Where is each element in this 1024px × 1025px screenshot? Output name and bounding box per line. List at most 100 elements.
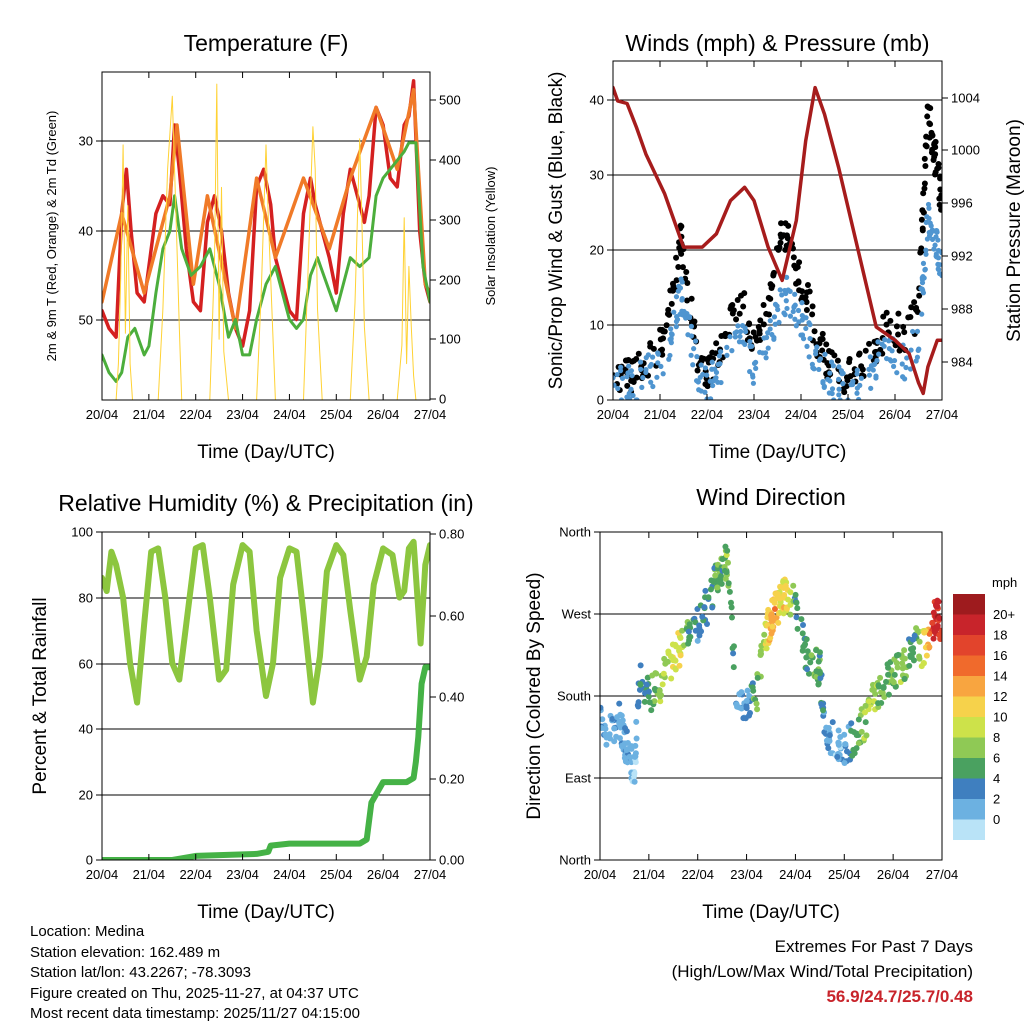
direction-point [803, 654, 810, 661]
direction-point [633, 735, 640, 742]
sonic-prop-wind-point [650, 383, 656, 390]
direction-point [787, 611, 794, 618]
sonic-prop-wind-point [856, 396, 862, 400]
gust-point [666, 311, 673, 318]
sonic-prop-wind-point [628, 386, 634, 392]
rh-xtick-label: 22/04 [179, 867, 212, 882]
colorbar-swatch [953, 696, 985, 717]
direction-point [921, 629, 928, 636]
colorbar-label: 10 [993, 710, 1007, 725]
sonic-prop-wind-point [804, 343, 810, 349]
direction-point [794, 605, 801, 612]
sonic-prop-wind-point [923, 251, 929, 257]
direction-point [817, 675, 824, 682]
sonic-prop-wind-point [640, 375, 646, 381]
sonic-prop-wind-point [747, 368, 753, 375]
direction-point [619, 717, 626, 724]
gust-point [628, 377, 635, 384]
wind-ylabel: Sonic/Prop Wind & Gust (Blue, Black) [546, 72, 567, 390]
sonic-prop-wind-point [763, 355, 769, 361]
dir-ytick-label: East [565, 771, 591, 786]
gust-point [673, 277, 680, 284]
direction-point [782, 583, 789, 590]
direction-point [825, 745, 832, 752]
direction-point [617, 711, 624, 718]
gust-point [756, 327, 763, 334]
sonic-prop-wind-point [613, 375, 616, 381]
direction-point [884, 661, 891, 668]
temp-data [102, 79, 430, 400]
sonic-prop-wind-point [914, 328, 921, 334]
gust-point [935, 164, 942, 171]
sonic-prop-wind-point [787, 313, 794, 319]
rh-xtick-label: 25/04 [320, 867, 353, 882]
wind-y2tick-label: 984 [951, 355, 973, 370]
sonic-prop-wind-point [680, 312, 686, 318]
direction-point [775, 619, 782, 626]
gust-point [694, 367, 701, 374]
direction-point [934, 622, 941, 629]
sonic-prop-wind-point [811, 366, 817, 372]
gust-point [796, 259, 803, 266]
sonic-prop-wind-point [692, 338, 699, 344]
colorbar-swatch [953, 614, 985, 635]
sonic-prop-wind-point [753, 365, 759, 371]
sonic-prop-wind-point [732, 330, 738, 336]
direction-point [923, 652, 930, 659]
direction-point [665, 650, 672, 657]
direction-point [800, 621, 807, 628]
direction-point [679, 627, 686, 634]
rh-xtick-label: 20/04 [86, 867, 119, 882]
direction-point [808, 652, 815, 659]
sonic-prop-wind-point [921, 275, 927, 281]
sonic-prop-wind-point [840, 381, 846, 387]
gust-point [730, 307, 737, 314]
sonic-prop-wind-point [839, 371, 845, 377]
wind-ytick-label: 10 [590, 318, 604, 333]
dir-ytick-label: North [559, 525, 591, 540]
gust-point [926, 120, 933, 127]
dir-xtick-label: 21/04 [633, 867, 666, 882]
gust-point [931, 154, 938, 161]
sonic-prop-wind-point [784, 274, 790, 280]
gust-point [834, 357, 841, 364]
temp-xtick-label: 24/04 [273, 407, 306, 422]
gust-point [765, 311, 772, 318]
rh-xtick-label: 21/04 [133, 867, 166, 882]
sonic-prop-wind-point [782, 312, 788, 318]
direction-point [899, 660, 906, 667]
sonic-prop-wind-point [925, 201, 932, 208]
direction-point [600, 704, 604, 711]
sonic-prop-wind-point [807, 322, 813, 328]
sonic-prop-wind-point [742, 329, 749, 335]
gust-point [819, 347, 826, 354]
gust-point [920, 209, 927, 216]
direction-point [862, 702, 869, 709]
gust-point [657, 336, 664, 343]
dir-title: Wind Direction [696, 484, 846, 510]
direction-point [657, 698, 664, 705]
sonic-prop-wind-point [764, 334, 770, 341]
sonic-prop-wind-point [679, 297, 685, 303]
direction-point [926, 643, 933, 650]
colorbar-swatch [953, 655, 985, 676]
direction-point [633, 718, 640, 725]
sonic-prop-wind-point [742, 341, 748, 347]
direction-point [829, 719, 836, 726]
direction-point [901, 675, 908, 682]
direction-point [804, 648, 811, 655]
rh-xlabel: Time (Day/UTC) [197, 902, 335, 923]
sonic-prop-wind-point [715, 361, 721, 368]
gust-point [785, 222, 792, 229]
gust-point [932, 138, 939, 145]
colorbar-swatch [953, 799, 985, 820]
wind-frame [612, 60, 943, 401]
direction-point [834, 753, 841, 760]
sonic-prop-wind-point [771, 314, 778, 320]
rh-ylabel: Percent & Total Rainfall [30, 597, 51, 794]
direction-point [937, 635, 942, 642]
wind-y2label: Station Pressure (Maroon) [1004, 119, 1024, 342]
direction-point [662, 660, 669, 667]
sonic-prop-wind-point [626, 363, 632, 369]
gust-point [713, 340, 720, 347]
